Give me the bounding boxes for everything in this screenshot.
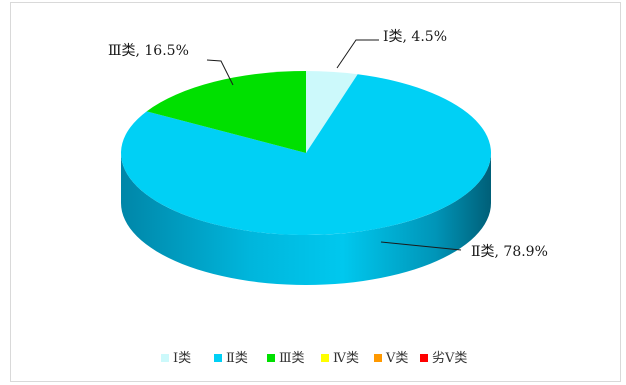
leader-line-2 — [380, 241, 462, 251]
pie-group — [121, 70, 492, 285]
slice-label-2: Ⅱ类, 78.9% — [471, 244, 548, 260]
legend-label-1: Ⅰ类 — [173, 351, 191, 366]
legend-label-6: 劣Ⅴ类 — [432, 351, 467, 366]
pie-slice-3 — [146, 71, 306, 153]
pie-chart: Ⅰ类, 4.5% Ⅱ类, 78.9% Ⅲ类, 16.5% Ⅰ类 Ⅱ类 Ⅲ类 Ⅳ类 Ⅴ类 劣Ⅴ类 — [108, 29, 548, 366]
legend: Ⅰ类 Ⅱ类 Ⅲ类 Ⅳ类 Ⅴ类 劣Ⅴ类 — [161, 351, 467, 366]
leader-line-1 — [336, 39, 379, 69]
legend-swatch-1 — [161, 354, 169, 362]
legend-swatch-3 — [267, 354, 275, 362]
slice-labels: Ⅰ类, 4.5% Ⅱ类, 78.9% Ⅲ类, 16.5% — [108, 29, 548, 260]
leader-line-3 — [206, 59, 234, 86]
legend-label-5: Ⅴ类 — [385, 351, 408, 366]
slice-label-3: Ⅲ类, 16.5% — [108, 43, 189, 59]
legend-label-2: Ⅱ类 — [226, 351, 248, 366]
pie-slice-2 — [121, 74, 492, 235]
chart-frame: Ⅰ类, 4.5% Ⅱ类, 78.9% Ⅲ类, 16.5% Ⅰ类 Ⅱ类 Ⅲ类 Ⅳ类 Ⅴ类 劣Ⅴ类 — [10, 2, 621, 382]
legend-swatch-6 — [420, 354, 428, 362]
legend-swatch-5 — [374, 354, 382, 362]
legend-label-3: Ⅲ类 — [279, 351, 305, 366]
slice-label-1: Ⅰ类, 4.5% — [383, 29, 447, 45]
legend-swatch-4 — [321, 354, 329, 362]
legend-swatch-2 — [214, 354, 222, 362]
pie-side-wall — [121, 153, 491, 285]
pie-slice-1 — [306, 70, 358, 153]
legend-label-4: Ⅳ类 — [333, 351, 359, 366]
